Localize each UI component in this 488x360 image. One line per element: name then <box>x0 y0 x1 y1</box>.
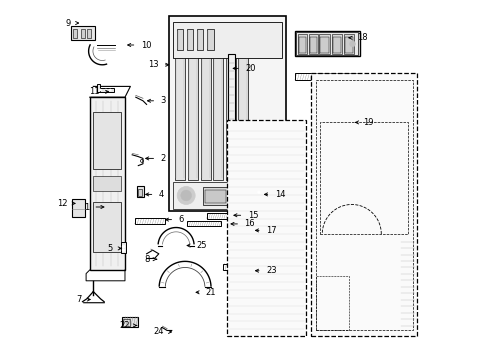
Bar <box>97 88 114 92</box>
Bar <box>81 29 85 38</box>
Bar <box>137 189 142 196</box>
Bar <box>294 31 359 56</box>
Text: 6: 6 <box>178 215 183 224</box>
Circle shape <box>109 89 111 91</box>
Text: 17: 17 <box>265 226 276 235</box>
Circle shape <box>181 190 191 201</box>
Bar <box>223 264 258 270</box>
Circle shape <box>99 89 102 91</box>
Bar <box>238 58 248 180</box>
Bar <box>309 37 316 53</box>
Text: 25: 25 <box>196 241 207 250</box>
Bar <box>72 199 85 217</box>
Bar <box>71 26 95 40</box>
Bar <box>310 73 416 336</box>
Bar <box>87 29 91 38</box>
Text: 14: 14 <box>274 190 285 199</box>
Bar <box>204 190 226 203</box>
Text: 2: 2 <box>160 154 165 163</box>
Text: 8: 8 <box>144 255 150 264</box>
Text: 21: 21 <box>205 288 216 297</box>
Bar <box>93 112 121 169</box>
Bar <box>294 73 359 80</box>
Text: 24: 24 <box>153 328 163 336</box>
Bar <box>298 37 305 53</box>
Text: 23: 23 <box>265 266 276 275</box>
Circle shape <box>257 191 260 194</box>
Bar <box>332 37 340 53</box>
Bar <box>343 34 353 54</box>
Bar <box>308 34 317 54</box>
Text: 18: 18 <box>356 33 366 42</box>
Bar <box>256 188 261 197</box>
Bar <box>255 185 263 198</box>
Text: 4: 4 <box>159 190 164 199</box>
Bar <box>122 317 138 327</box>
Circle shape <box>104 89 107 91</box>
Bar <box>331 34 342 54</box>
Bar <box>186 221 221 226</box>
Bar <box>227 120 305 336</box>
Text: 15: 15 <box>247 211 258 220</box>
Bar <box>97 84 101 92</box>
Bar <box>320 122 407 234</box>
Bar <box>89 97 125 270</box>
Text: 5: 5 <box>108 244 113 253</box>
Text: 13: 13 <box>148 60 159 69</box>
Bar <box>73 29 77 38</box>
Bar <box>188 58 198 180</box>
Bar <box>320 37 328 53</box>
Text: 1: 1 <box>84 202 89 212</box>
Bar <box>93 176 121 191</box>
Bar <box>168 16 285 211</box>
Circle shape <box>349 41 355 47</box>
Bar <box>200 58 210 180</box>
Bar <box>316 80 412 330</box>
Text: 16: 16 <box>244 220 255 229</box>
Bar <box>206 213 228 219</box>
Bar <box>319 34 329 54</box>
Bar <box>123 319 129 326</box>
Bar <box>344 37 352 53</box>
Bar <box>213 58 223 180</box>
Bar <box>134 218 165 224</box>
Circle shape <box>122 249 125 252</box>
Text: 20: 20 <box>244 64 255 73</box>
Bar <box>297 34 306 54</box>
Circle shape <box>122 245 125 248</box>
Bar <box>225 58 235 180</box>
Bar <box>175 58 185 180</box>
Bar <box>136 186 144 197</box>
Bar <box>172 182 282 209</box>
Bar <box>177 29 183 50</box>
Bar <box>172 22 282 58</box>
Text: 7: 7 <box>76 295 81 304</box>
Bar <box>296 32 357 55</box>
Bar <box>203 187 228 205</box>
Bar <box>206 29 213 50</box>
Text: 9: 9 <box>65 18 71 28</box>
Text: 22: 22 <box>119 321 130 330</box>
Text: 10: 10 <box>141 41 151 50</box>
Bar <box>197 29 203 50</box>
Text: 11: 11 <box>89 87 100 96</box>
Text: 12: 12 <box>57 199 67 208</box>
Circle shape <box>177 186 195 204</box>
Bar <box>93 202 121 252</box>
Bar <box>244 221 249 236</box>
Bar <box>228 54 234 205</box>
Text: 19: 19 <box>363 118 373 127</box>
Bar <box>121 242 125 253</box>
Bar <box>316 276 348 330</box>
Text: 3: 3 <box>160 96 165 105</box>
Bar <box>186 29 193 50</box>
